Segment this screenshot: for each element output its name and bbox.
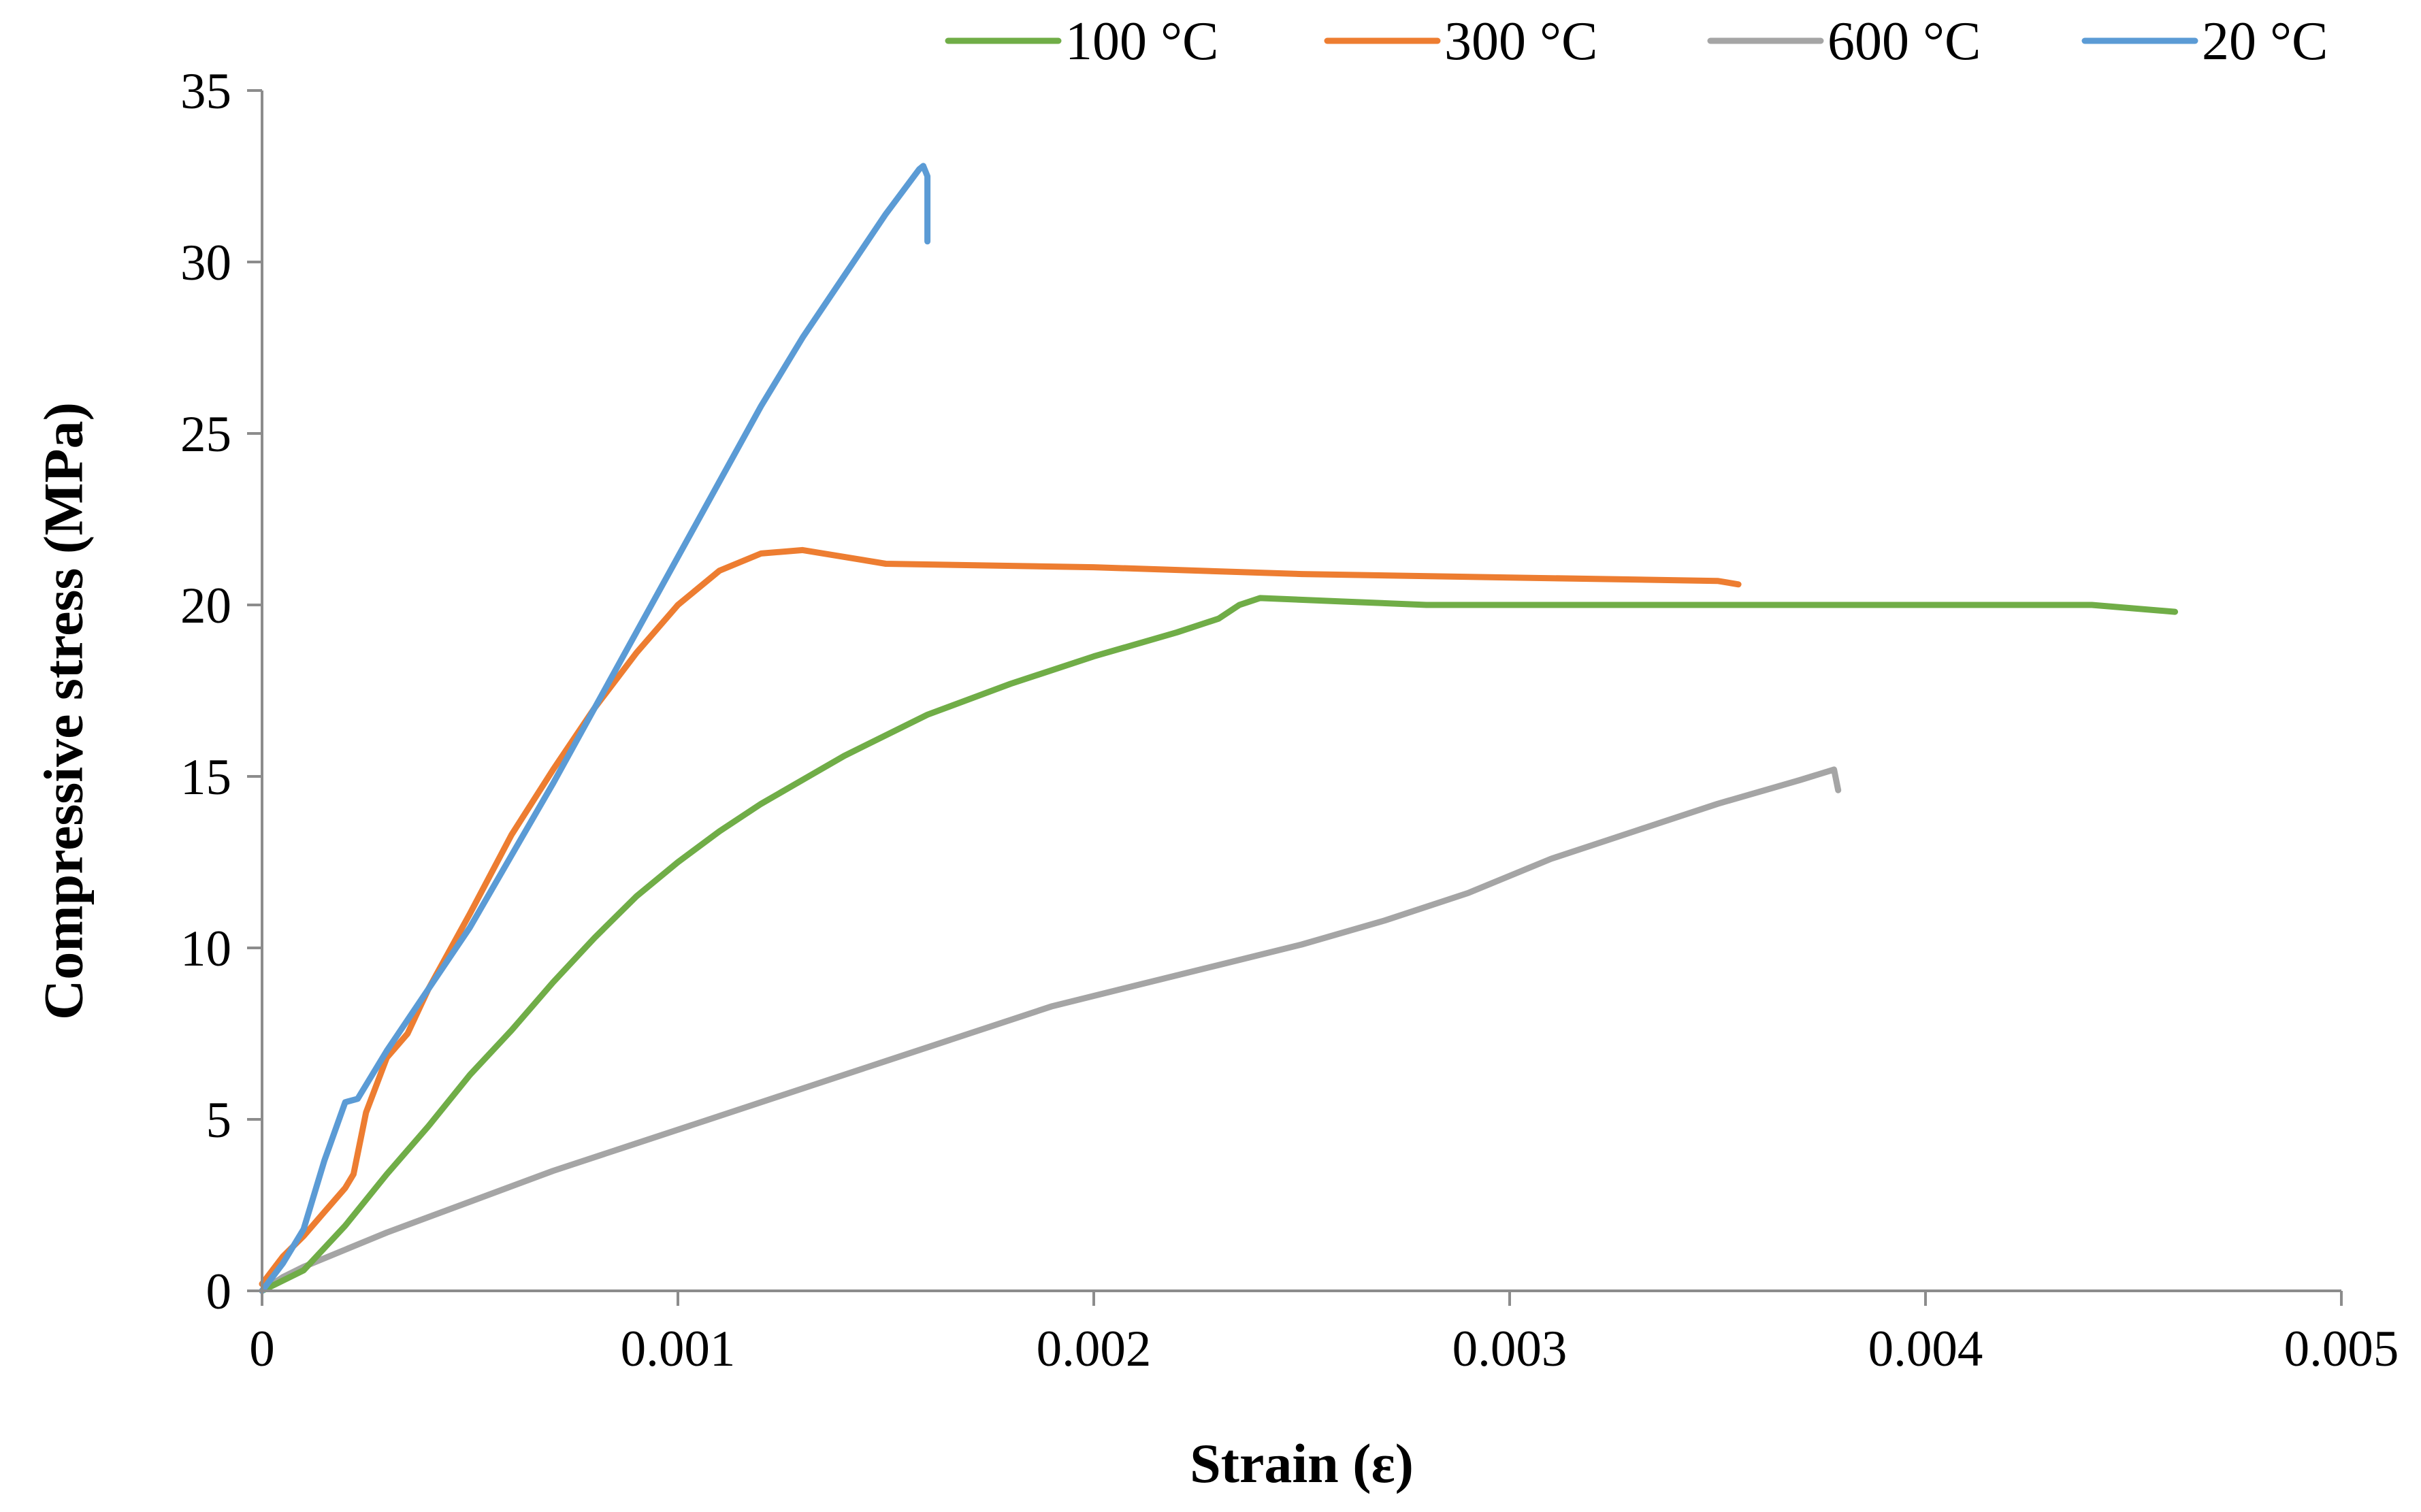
legend-label: 600 °C (1827, 12, 1981, 71)
x-tick-label: 0.003 (1452, 1321, 1567, 1377)
y-tick-label: 10 (180, 921, 231, 977)
y-tick-label: 20 (180, 578, 231, 634)
series-line-300c (259, 546, 1742, 1287)
x-tick-label: 0.001 (621, 1321, 736, 1377)
legend-label: 20 °C (2202, 12, 2328, 71)
y-axis-ticks: 0 5 10 15 20 25 30 35 (180, 63, 262, 1320)
y-tick-label: 5 (206, 1092, 232, 1149)
legend-label: 300 °C (1444, 12, 1597, 71)
series-layer (259, 163, 2179, 1294)
y-tick-label: 0 (206, 1264, 232, 1320)
x-tick-label: 0.005 (2284, 1321, 2399, 1377)
x-axis-ticks: 0 0.001 0.002 0.003 0.004 0.005 (249, 1291, 2399, 1377)
legend: 100 °C 300 °C 600 °C 20 °C (945, 12, 2328, 71)
legend-label: 100 °C (1065, 12, 1218, 71)
series-line-20c (259, 163, 931, 1294)
series-line-100c (259, 595, 2179, 1294)
x-axis-title: Strain (ε) (1190, 1432, 1414, 1494)
x-tick-label: 0.004 (1868, 1321, 1983, 1377)
y-tick-label: 30 (180, 235, 231, 291)
axes: 0 5 10 15 20 25 30 35 0 0.001 0.002 0.003 0.004 0.00… (180, 63, 2399, 1377)
y-tick-label: 35 (180, 63, 231, 120)
x-tick-label: 0 (249, 1321, 275, 1377)
x-tick-label: 0.002 (1037, 1321, 1152, 1377)
y-tick-label: 15 (180, 749, 231, 806)
series-line-600c (259, 766, 1842, 1294)
y-axis-title: Compressive stress (MPa) (33, 402, 95, 1020)
y-tick-label: 25 (180, 406, 231, 463)
